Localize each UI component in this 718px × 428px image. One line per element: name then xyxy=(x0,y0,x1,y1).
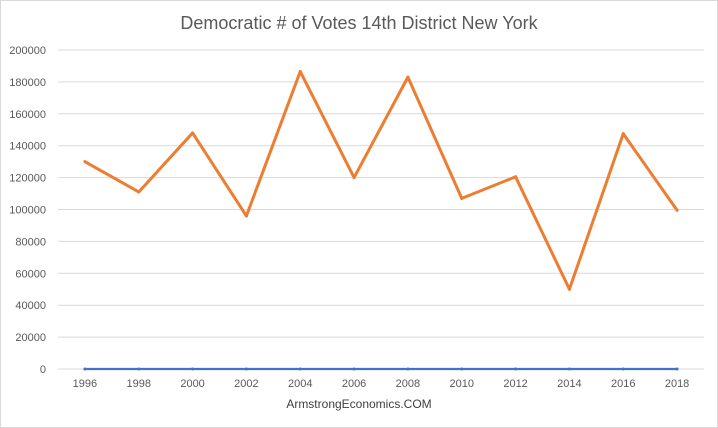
x-tick-label: 2012 xyxy=(503,378,527,390)
series-1-point xyxy=(83,160,87,164)
series-0-point xyxy=(406,367,410,371)
series-0-point xyxy=(352,367,356,371)
chart-title: Democratic # of Votes 14th District New … xyxy=(180,13,538,33)
series-0-point xyxy=(137,367,141,371)
series-1-segment xyxy=(137,131,195,194)
source-watermark: ArmstrongEconomics.COM xyxy=(286,397,432,411)
series-1-point xyxy=(675,208,679,212)
y-tick-label: 60000 xyxy=(15,268,46,280)
series-1-segment xyxy=(298,70,356,180)
series-0-point xyxy=(244,367,248,371)
series-0-point xyxy=(298,367,302,371)
series-1-segment xyxy=(621,132,679,212)
series-1-segment xyxy=(352,75,410,180)
series-1-point xyxy=(191,131,195,135)
series-0 xyxy=(83,367,679,371)
y-tick-label: 20000 xyxy=(15,332,46,344)
series-0-point xyxy=(514,367,518,371)
y-tick-label: 140000 xyxy=(9,141,46,153)
y-tick-label: 40000 xyxy=(15,300,46,312)
y-tick-label: 80000 xyxy=(15,236,46,248)
series-1-segment xyxy=(244,70,302,218)
series-1-point xyxy=(406,75,410,79)
x-tick-label: 2016 xyxy=(611,378,635,390)
x-tick-label: 2000 xyxy=(180,378,204,390)
series-1-segment xyxy=(514,175,571,291)
series-1 xyxy=(83,70,679,291)
series-1-segment xyxy=(406,75,464,200)
y-tick-label: 100000 xyxy=(9,205,46,217)
y-tick-label: 200000 xyxy=(9,45,46,57)
series-0-point xyxy=(83,367,87,371)
series-lines xyxy=(83,70,679,371)
series-1-segment xyxy=(567,132,625,291)
y-tick-label: 180000 xyxy=(9,77,46,89)
series-1-point xyxy=(621,132,625,136)
x-tick-label: 2014 xyxy=(557,378,581,390)
grid-lines xyxy=(58,49,704,370)
x-tick-label: 2018 xyxy=(665,378,689,390)
series-1-point xyxy=(244,214,248,218)
series-1-segment xyxy=(191,131,248,218)
x-tick-label: 2006 xyxy=(342,378,366,390)
x-tick-label: 1998 xyxy=(127,378,151,390)
series-1-point xyxy=(298,70,302,74)
series-1-point xyxy=(460,196,464,200)
series-0-point xyxy=(191,367,195,371)
y-tick-label: 0 xyxy=(40,364,46,376)
x-axis-ticks: 1996 1998 2000 2002 2004 2006 2008 2010 2012 2014… xyxy=(73,378,690,390)
y-tick-label: 160000 xyxy=(9,109,46,121)
x-tick-label: 2002 xyxy=(234,378,258,390)
series-1-point xyxy=(567,287,571,291)
x-tick-label: 1996 xyxy=(73,378,97,390)
series-1-point xyxy=(352,176,356,180)
series-1-segment xyxy=(460,175,518,200)
y-axis-ticks: 0 20000 40000 60000 80000 100000 120000 140000 1… xyxy=(9,45,46,376)
series-1-segment xyxy=(83,160,141,194)
y-tick-label: 120000 xyxy=(9,173,46,185)
x-tick-label: 2010 xyxy=(450,378,474,390)
x-tick-label: 2004 xyxy=(288,378,312,390)
x-tick-label: 2008 xyxy=(396,378,420,390)
series-0-point xyxy=(567,367,571,371)
series-0-point xyxy=(460,367,464,371)
series-1-point xyxy=(514,175,518,179)
series-0-point xyxy=(621,367,625,371)
series-1-point xyxy=(137,190,141,194)
series-0-point xyxy=(675,367,679,371)
